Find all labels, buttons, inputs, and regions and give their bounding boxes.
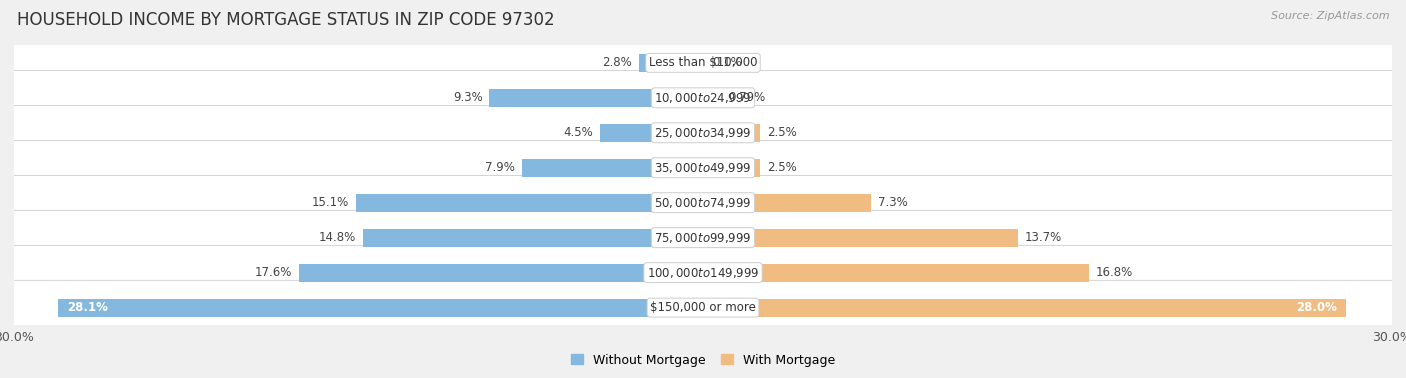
Text: 0.79%: 0.79% bbox=[728, 91, 765, 104]
Text: 2.5%: 2.5% bbox=[768, 161, 797, 174]
Text: 13.7%: 13.7% bbox=[1025, 231, 1062, 244]
Text: Less than $10,000: Less than $10,000 bbox=[648, 56, 758, 69]
Text: 7.9%: 7.9% bbox=[485, 161, 515, 174]
Bar bbox=[703, 229, 1018, 247]
Bar bbox=[703, 89, 721, 107]
Text: $35,000 to $49,999: $35,000 to $49,999 bbox=[654, 161, 752, 175]
Bar bbox=[356, 194, 703, 212]
Text: 0.1%: 0.1% bbox=[713, 56, 742, 69]
Bar bbox=[599, 124, 703, 142]
Text: 7.3%: 7.3% bbox=[877, 196, 907, 209]
Text: 15.1%: 15.1% bbox=[312, 196, 349, 209]
Text: 17.6%: 17.6% bbox=[254, 266, 292, 279]
Bar bbox=[703, 299, 1346, 317]
Bar bbox=[703, 124, 761, 142]
Text: 2.8%: 2.8% bbox=[602, 56, 631, 69]
FancyBboxPatch shape bbox=[7, 245, 1399, 300]
Bar bbox=[703, 54, 706, 72]
Text: 14.8%: 14.8% bbox=[319, 231, 356, 244]
Bar bbox=[522, 159, 703, 177]
Text: $75,000 to $99,999: $75,000 to $99,999 bbox=[654, 231, 752, 245]
FancyBboxPatch shape bbox=[7, 141, 1399, 195]
FancyBboxPatch shape bbox=[7, 36, 1399, 90]
Text: $150,000 or more: $150,000 or more bbox=[650, 301, 756, 314]
Bar bbox=[299, 263, 703, 282]
Bar bbox=[638, 54, 703, 72]
FancyBboxPatch shape bbox=[7, 105, 1399, 160]
Text: 4.5%: 4.5% bbox=[562, 126, 593, 139]
Bar bbox=[703, 194, 870, 212]
Text: Source: ZipAtlas.com: Source: ZipAtlas.com bbox=[1271, 11, 1389, 21]
Bar bbox=[58, 299, 703, 317]
Bar bbox=[363, 229, 703, 247]
Text: $50,000 to $74,999: $50,000 to $74,999 bbox=[654, 196, 752, 210]
Text: $10,000 to $24,999: $10,000 to $24,999 bbox=[654, 91, 752, 105]
FancyBboxPatch shape bbox=[7, 280, 1399, 335]
FancyBboxPatch shape bbox=[7, 71, 1399, 125]
Text: 9.3%: 9.3% bbox=[453, 91, 482, 104]
Bar bbox=[703, 263, 1088, 282]
Text: $25,000 to $34,999: $25,000 to $34,999 bbox=[654, 126, 752, 140]
FancyBboxPatch shape bbox=[7, 211, 1399, 265]
Text: 2.5%: 2.5% bbox=[768, 126, 797, 139]
Text: HOUSEHOLD INCOME BY MORTGAGE STATUS IN ZIP CODE 97302: HOUSEHOLD INCOME BY MORTGAGE STATUS IN Z… bbox=[17, 11, 554, 29]
Text: 28.1%: 28.1% bbox=[67, 301, 108, 314]
Text: $100,000 to $149,999: $100,000 to $149,999 bbox=[647, 266, 759, 280]
Bar bbox=[703, 159, 761, 177]
Legend: Without Mortgage, With Mortgage: Without Mortgage, With Mortgage bbox=[568, 351, 838, 369]
FancyBboxPatch shape bbox=[7, 175, 1399, 230]
Bar bbox=[489, 89, 703, 107]
Text: 16.8%: 16.8% bbox=[1095, 266, 1133, 279]
Text: 28.0%: 28.0% bbox=[1296, 301, 1337, 314]
